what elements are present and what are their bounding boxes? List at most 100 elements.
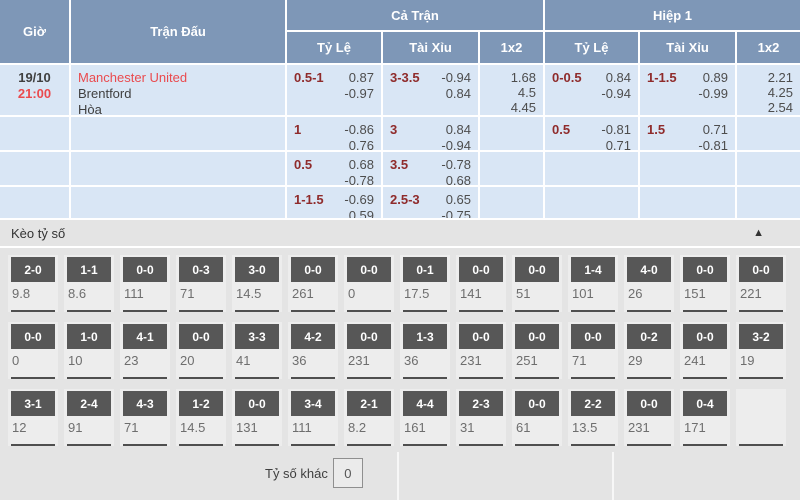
ft-handicap-cell[interactable]: 0.5 0.68 -0.78 — [287, 152, 383, 187]
score-odds: 141 — [460, 286, 482, 301]
score-cell[interactable]: 0-0 231 — [344, 322, 394, 379]
score-cell[interactable]: 1-2 14.5 — [176, 389, 226, 446]
h1-over-under-cell[interactable]: 1-1.5 0.89 -0.99 — [640, 65, 737, 117]
score-chip: 4-0 — [627, 257, 671, 282]
score-cell[interactable]: 0-0 20 — [176, 322, 226, 379]
score-cell[interactable]: 3-3 41 — [232, 322, 282, 379]
ft-1x2-cell[interactable]: 1.68 4.5 4.45 — [480, 65, 545, 117]
score-odds: 13.5 — [572, 420, 598, 435]
score-cell[interactable]: 0-3 71 — [176, 255, 226, 312]
score-cell[interactable]: 0-0 231 — [456, 322, 506, 379]
header-full-match: Cả Trận — [287, 0, 545, 32]
score-cell[interactable]: 2-3 31 — [456, 389, 506, 446]
h1-handicap-cell[interactable]: 0-0.5 0.84 -0.94 — [545, 65, 640, 117]
score-cell-underline — [683, 310, 727, 312]
score-chip: 3-1 — [11, 391, 55, 416]
ft-handicap-cell[interactable]: 1 -0.86 0.76 — [287, 117, 383, 152]
odds-values: -0.69 0.59 — [344, 192, 374, 220]
score-cell[interactable]: 0-0 251 — [512, 322, 562, 379]
score-chip: 0-4 — [683, 391, 727, 416]
score-cell-underline — [11, 444, 55, 446]
header-match: Trận Đấu — [71, 0, 287, 65]
ft-over-under-cell[interactable]: 2.5-3 0.65 -0.75 — [383, 187, 480, 220]
score-cell[interactable]: 0-0 131 — [232, 389, 282, 446]
score-cell[interactable]: 0-0 231 — [624, 389, 674, 446]
score-odds: 29 — [628, 353, 643, 368]
other-score-input[interactable]: 0 — [332, 458, 363, 488]
score-cell[interactable]: 2-0 9.8 — [8, 255, 58, 312]
score-cell-underline — [571, 310, 615, 312]
match-time-cell — [0, 152, 71, 187]
score-cell[interactable]: 0-0 221 — [736, 255, 786, 312]
match-teams-cell[interactable]: Manchester United Brentford Hòa — [71, 65, 287, 117]
score-cell[interactable]: 4-3 71 — [120, 389, 170, 446]
score-cell[interactable]: 1-4 101 — [568, 255, 618, 312]
handicap-line: 0-0.5 — [552, 70, 582, 85]
score-cell[interactable]: 0-2 29 — [624, 322, 674, 379]
score-cell[interactable]: 0-0 151 — [680, 255, 730, 312]
score-cell[interactable]: 4-4 161 — [400, 389, 450, 446]
h1-1x2-cell[interactable]: 2.21 4.25 2.54 — [737, 65, 800, 117]
score-cell[interactable]: 0-0 51 — [512, 255, 562, 312]
score-cell-underline — [403, 377, 447, 379]
score-cell[interactable]: 0-1 17.5 — [400, 255, 450, 312]
ft-over-under-cell[interactable]: 3-3.5 -0.94 0.84 — [383, 65, 480, 117]
score-cell[interactable]: 3-1 12 — [8, 389, 58, 446]
h1-handicap-cell[interactable]: 0.5 -0.81 0.71 — [545, 117, 640, 152]
score-cell[interactable]: 1-3 36 — [400, 322, 450, 379]
score-chip: 0-0 — [515, 391, 559, 416]
ft-over-under-cell[interactable]: 3 0.84 -0.94 — [383, 117, 480, 152]
odds-value: -0.86 — [344, 122, 374, 137]
score-cell[interactable]: 4-1 23 — [120, 322, 170, 379]
score-cell[interactable]: 0-0 0 — [344, 255, 394, 312]
score-odds: 14.5 — [236, 286, 262, 301]
score-odds: 171 — [684, 420, 706, 435]
match-teams-cell — [71, 152, 287, 187]
score-cell-underline — [123, 377, 167, 379]
score-odds: 231 — [460, 353, 482, 368]
score-odds: 231 — [348, 353, 370, 368]
odds-values: -0.94 0.84 — [441, 70, 471, 102]
score-cell[interactable]: 3-4 111 — [288, 389, 338, 446]
divider — [397, 452, 399, 500]
score-cell[interactable]: 3-2 19 — [736, 322, 786, 379]
score-odds: 8.6 — [68, 286, 87, 301]
score-cell[interactable]: 4-0 26 — [624, 255, 674, 312]
score-cell[interactable]: 1-1 8.6 — [64, 255, 114, 312]
score-chip: 1-2 — [179, 391, 223, 416]
score-section-header[interactable]: Kèo tỷ số ▲ — [0, 220, 800, 248]
ft-handicap-cell[interactable]: 0.5-1 0.87 -0.97 — [287, 65, 383, 117]
score-cell[interactable]: 0-0 61 — [512, 389, 562, 446]
score-cell-underline — [179, 310, 223, 312]
handicap-line: 3 — [390, 122, 398, 137]
score-cell[interactable]: 3-0 14.5 — [232, 255, 282, 312]
score-cell[interactable]: 0-0 71 — [568, 322, 618, 379]
score-cell[interactable]: 0-4 171 — [680, 389, 730, 446]
score-cell[interactable]: 0-0 0 — [8, 322, 58, 379]
score-odds: 9.8 — [12, 286, 31, 301]
score-cell[interactable]: 0-0 141 — [456, 255, 506, 312]
score-cell[interactable]: 0-0 241 — [680, 322, 730, 379]
score-cell-underline — [123, 444, 167, 446]
collapse-arrow-icon[interactable]: ▲ — [753, 226, 764, 239]
score-odds: 51 — [516, 286, 531, 301]
score-odds: 8.2 — [348, 420, 367, 435]
score-cell-underline — [739, 444, 783, 446]
score-cell[interactable]: 2-1 8.2 — [344, 389, 394, 446]
score-chip: 3-2 — [739, 324, 783, 349]
score-cell[interactable]: 1-0 10 — [64, 322, 114, 379]
h1-over-under-cell[interactable]: 1.5 0.71 -0.81 — [640, 117, 737, 152]
score-odds: 131 — [236, 420, 258, 435]
score-cell[interactable]: 2-2 13.5 — [568, 389, 618, 446]
odds-value: 0.59 — [348, 208, 374, 220]
score-row: 3-1 12 2-4 91 4-3 71 1-2 14.5 0-0 131 3-4 111 2-1 8.2… — [0, 389, 800, 446]
score-cell-underline — [347, 377, 391, 379]
score-cell[interactable]: 0-0 261 — [288, 255, 338, 312]
ft-over-under-cell[interactable]: 3.5 -0.78 0.68 — [383, 152, 480, 187]
ft-handicap-cell[interactable]: 1-1.5 -0.69 0.59 — [287, 187, 383, 220]
score-cell[interactable]: 4-2 36 — [288, 322, 338, 379]
score-cell[interactable]: 2-4 91 — [64, 389, 114, 446]
score-cell[interactable]: 0-0 111 — [120, 255, 170, 312]
h1-handicap-cell — [545, 187, 640, 220]
score-odds: 12 — [12, 420, 27, 435]
